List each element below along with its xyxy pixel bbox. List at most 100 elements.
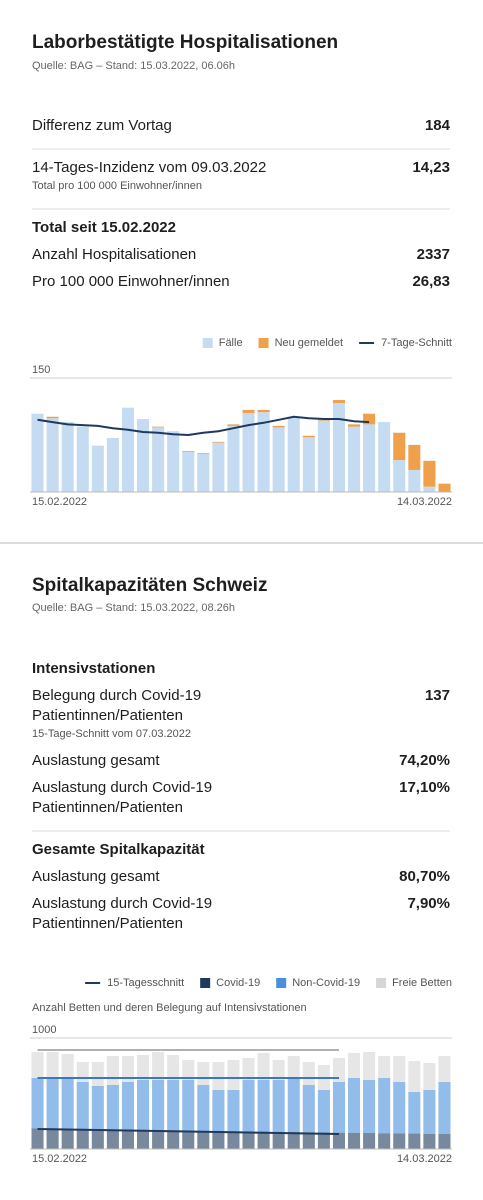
bar-segment — [287, 1055, 300, 1078]
bar-segment — [317, 1089, 330, 1133]
bar-segment — [393, 1133, 406, 1149]
legend-swatch — [258, 338, 269, 348]
bar-segment — [378, 1133, 391, 1149]
avg-line — [37, 1128, 340, 1135]
x-tick-label: 14.03.2022 — [397, 1153, 452, 1165]
bar-segment — [363, 424, 376, 492]
bar-segment — [393, 1081, 406, 1134]
bar-segment — [61, 422, 74, 492]
bar-segment — [61, 1077, 74, 1129]
bar-segment — [332, 1081, 345, 1133]
bar-segment — [287, 1077, 300, 1133]
bar-segment — [438, 1134, 451, 1149]
bar-segment — [121, 1055, 134, 1082]
bar-segment — [212, 1089, 225, 1132]
row-label: Pro 100 000 Einwohner/innen — [32, 273, 230, 290]
y-tick-label: 1000 — [32, 1024, 56, 1036]
row-value: 80,70% — [399, 868, 450, 885]
bar-segment — [227, 425, 240, 492]
source: Quelle: BAG – Stand: 15.03.2022, 06.06h — [32, 60, 235, 72]
legend-swatch — [276, 978, 287, 988]
bar-segment — [363, 413, 376, 425]
chart-subtitle: Anzahl Betten und deren Belegung auf Int… — [32, 1002, 307, 1014]
section-title: Spitalkapazitäten Schweiz — [32, 575, 267, 596]
bar-segment — [197, 1061, 210, 1085]
bar-segment — [31, 1077, 44, 1129]
bar-segment — [31, 1051, 44, 1078]
bar-segment — [137, 1054, 150, 1080]
bar-segment — [167, 1079, 180, 1131]
row-value: 17,10% — [399, 779, 450, 796]
row-value: 137 — [425, 687, 450, 704]
bar-segment — [167, 1130, 180, 1149]
bar-segment — [152, 1051, 165, 1080]
row-label: Belegung durch Covid-19 — [32, 687, 201, 704]
bar-segment — [76, 1061, 89, 1082]
bar-segment — [182, 1059, 195, 1080]
bar-segment — [106, 1055, 119, 1085]
bar-segment — [363, 1133, 376, 1149]
bar-segment — [212, 1061, 225, 1090]
bar-segment — [302, 437, 315, 492]
bar-segment — [257, 412, 270, 492]
bar-segment — [76, 1129, 89, 1149]
bar-segment — [227, 1089, 240, 1132]
x-tick-label: 14.03.2022 — [397, 496, 452, 508]
bar-segment — [378, 1077, 391, 1134]
bar-segment — [408, 469, 421, 492]
bar-segment — [197, 453, 210, 454]
bar-segment — [242, 412, 255, 492]
bar-segment — [302, 1084, 315, 1133]
bar-segment — [393, 1055, 406, 1082]
bar-segment — [393, 432, 406, 461]
bar-segment — [46, 1051, 59, 1078]
bar-segment — [167, 1054, 180, 1080]
legend-label: 15-Tagesschnitt — [107, 977, 184, 989]
bar-segment — [302, 435, 315, 438]
bar-segment — [46, 1128, 59, 1149]
legend-swatch — [202, 338, 213, 348]
bar-segment — [438, 1081, 451, 1135]
bar-segment — [302, 1061, 315, 1085]
bar-segment — [31, 1128, 44, 1149]
bar-segment — [152, 426, 165, 428]
legend-label: Neu gemeldet — [275, 337, 344, 349]
bar-segment — [212, 441, 225, 443]
row-label: Differenz zum Vortag — [32, 117, 172, 134]
bar-segment — [423, 1089, 436, 1134]
bar-segment — [182, 450, 195, 452]
bar-segment — [121, 407, 134, 492]
bar-segment — [137, 1079, 150, 1130]
row-note: Total pro 100 000 Einwohner/innen — [32, 180, 202, 192]
bar-segment — [438, 483, 451, 492]
bar-segment — [393, 460, 406, 492]
bar-segment — [257, 1052, 270, 1080]
bar-segment — [423, 486, 436, 492]
bar-segment — [272, 1131, 285, 1149]
bar-segment — [46, 1077, 59, 1129]
bar-segment — [91, 1129, 104, 1149]
row-label: Patientinnen/Patienten — [32, 915, 183, 932]
bar-segment — [152, 427, 165, 492]
row-value: 7,90% — [407, 895, 450, 912]
bar-segment — [91, 1061, 104, 1086]
block-heading: Gesamte Spitalkapazität — [32, 841, 205, 858]
bar-segment — [408, 1091, 421, 1134]
legend-label: Fälle — [219, 337, 243, 349]
legend-label: 7-Tage-Schnitt — [381, 337, 452, 349]
legend-swatch — [376, 978, 387, 988]
bar-segment — [76, 426, 89, 492]
bar-segment — [408, 1060, 421, 1092]
bar-segment — [348, 1052, 361, 1078]
row-value: 74,20% — [399, 752, 450, 769]
bar-segment — [106, 1084, 119, 1130]
bar-segment — [61, 1128, 74, 1149]
bar-segment — [46, 418, 59, 492]
bar-segment — [272, 1059, 285, 1080]
bar-segment — [121, 1129, 134, 1149]
bar-segment — [197, 454, 210, 492]
bar-segment — [91, 1085, 104, 1130]
bar-segment — [287, 1132, 300, 1149]
